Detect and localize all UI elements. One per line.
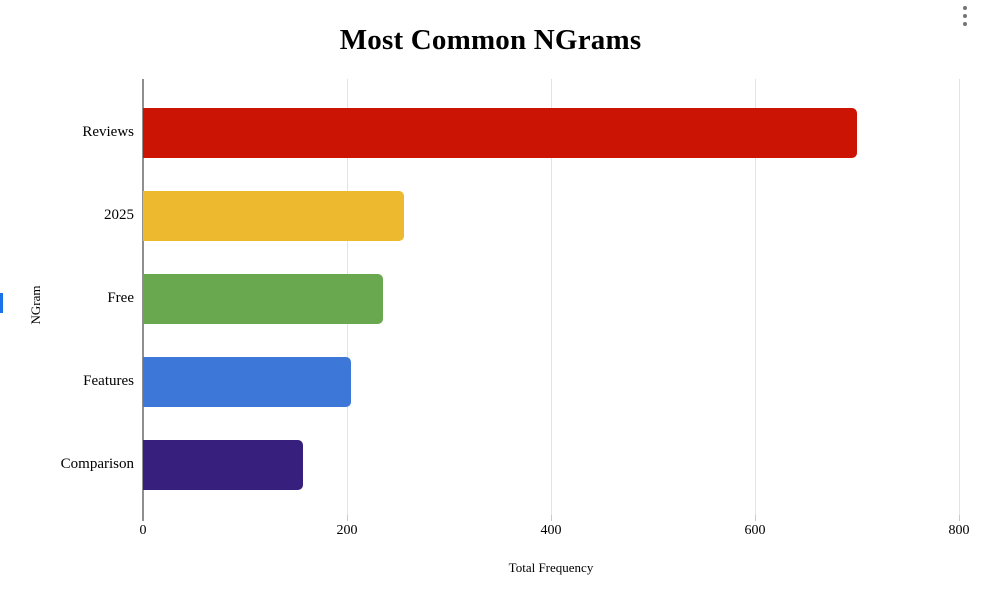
- gridline-600: [755, 79, 756, 515]
- x-tick-label: 600: [744, 523, 766, 538]
- x-axis-title: Total Frequency: [508, 560, 594, 575]
- x-axis-tick: [551, 515, 552, 521]
- bar-comparison[interactable]: [143, 440, 303, 490]
- chart-title: Most Common NGrams: [339, 24, 642, 56]
- kebab-menu-icon: [963, 14, 967, 18]
- category-label-features: Features: [83, 373, 134, 389]
- bar-2025[interactable]: [143, 191, 404, 241]
- category-label-comparison: Comparison: [60, 456, 134, 472]
- category-label-reviews: Reviews: [82, 124, 134, 140]
- gridline-400: [551, 79, 552, 515]
- x-axis-tick: [347, 515, 348, 521]
- x-tick-label: 200: [336, 523, 358, 538]
- x-tick-label: 0: [139, 523, 147, 538]
- chart-options-menu-button[interactable]: [954, 2, 976, 30]
- x-axis-tick: [755, 515, 756, 521]
- x-tick-label: 400: [540, 523, 562, 538]
- left-edge-clipped-element: [0, 293, 3, 313]
- gridline-800: [959, 79, 960, 515]
- category-label-2025: 2025: [104, 207, 134, 223]
- category-label-free: Free: [107, 290, 134, 306]
- x-tick-label: 800: [948, 523, 970, 538]
- x-axis-tick: [959, 515, 960, 521]
- bar-reviews[interactable]: [143, 108, 857, 158]
- bar-free[interactable]: [143, 274, 383, 324]
- kebab-menu-icon: [963, 6, 967, 10]
- kebab-menu-icon: [963, 22, 967, 26]
- bar-features[interactable]: [143, 357, 351, 407]
- plot-area: 0 200 400 600 800: [140, 79, 970, 538]
